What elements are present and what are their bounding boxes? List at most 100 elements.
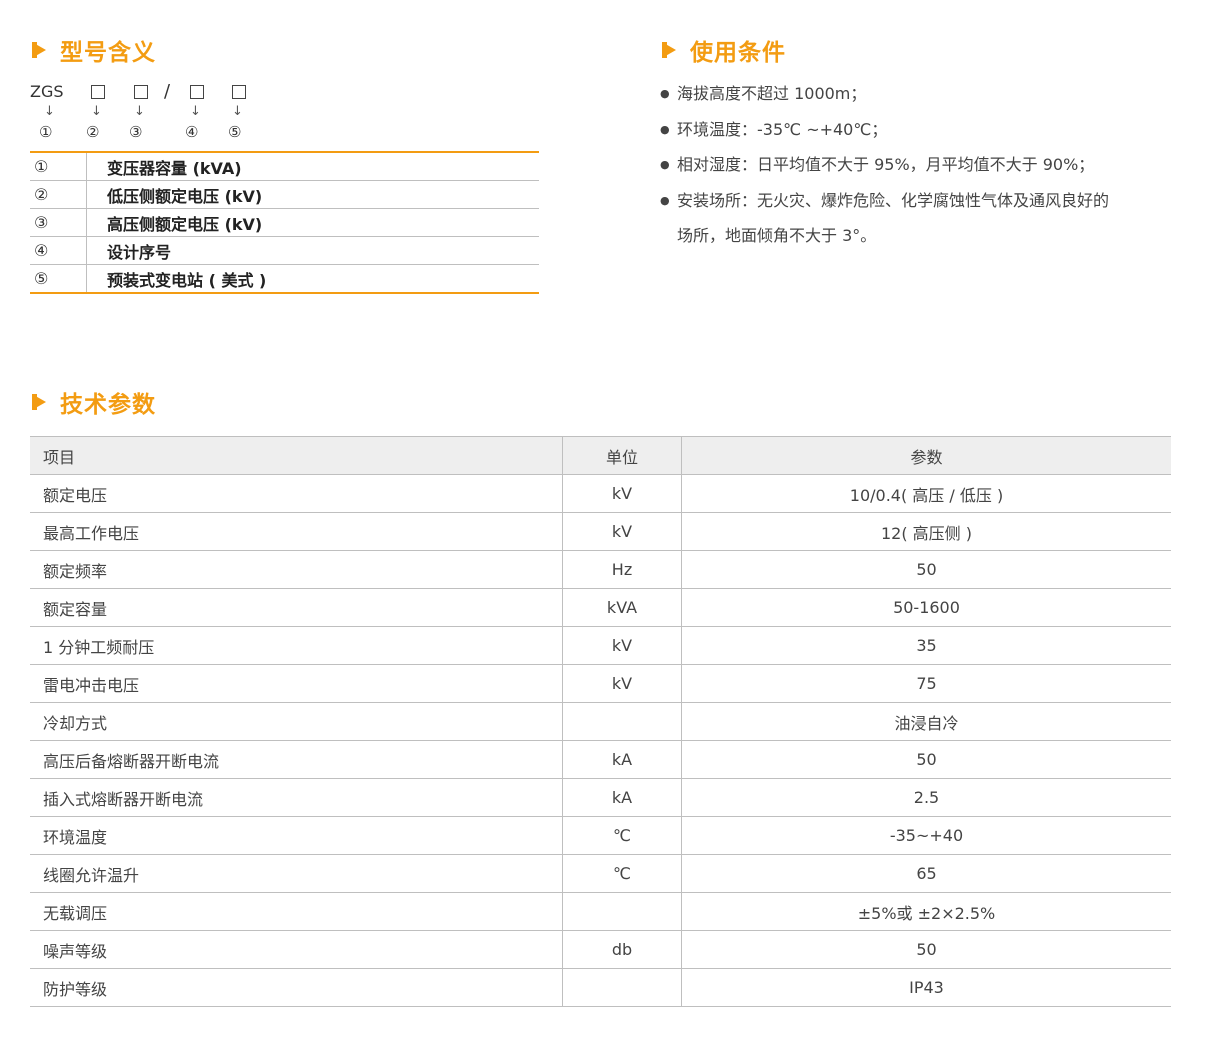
column-header-value: 参数 [681,436,1171,475]
table-row: ① 变压器容量 (kVA) [30,152,539,181]
condition-text: 环境温度：-35℃ ~+40℃； [677,119,888,139]
section-title-usage-conditions: 使用条件 [662,33,786,67]
param-item-cell: 额定频率 [30,550,563,589]
model-table-number: ④ [30,236,87,265]
condition-text: 海拔高度不超过 1000m； [677,84,867,103]
model-code-diagram: ZGS / ↓ ↓ ↓ ↓ ↓ ① ② ③ ④ ⑤ [30,81,290,146]
table-row: ④ 设计序号 [30,236,539,265]
param-value-cell: 65 [681,854,1171,893]
column-header-unit: 单位 [562,436,682,475]
section-title-text: 型号含义 [60,40,156,66]
param-value-cell: ±5%或 ±2×2.5% [681,892,1171,931]
list-item: 相对湿度：日平均值不大于 95%，月平均值不大于 90%； [660,147,1180,183]
param-value-cell: IP43 [681,968,1171,1007]
model-table-text: 高压侧额定电压 (kV) [86,208,539,237]
condition-text: 安装场所：无火灾、爆炸危险、化学腐蚀性气体及通风良好的 [677,190,1110,210]
list-item: 海拔高度不超过 1000m； [660,76,1180,112]
param-value-cell: 35 [681,626,1171,665]
model-code-number: ⑤ [228,123,242,141]
param-value-cell: -35~+40 [681,816,1171,855]
param-item-cell: 最高工作电压 [30,512,563,551]
section-title-text: 使用条件 [690,40,786,66]
model-meaning-table: ① 变压器容量 (kVA) ② 低压侧额定电压 (kV) ③ 高压侧额定电压 (… [30,151,539,294]
param-value-cell: 50-1600 [681,588,1171,627]
param-unit-cell [562,968,682,1007]
section-title-model-meaning: 型号含义 [32,33,156,67]
table-row: 防护等级 IP43 [30,968,1171,1007]
param-item-cell: 防护等级 [30,968,563,1007]
model-code-slash: / [164,81,171,102]
param-item-cell: 线圈允许温升 [30,854,563,893]
param-value-cell: 油浸自冷 [681,702,1171,741]
param-value-cell: 50 [681,740,1171,779]
condition-text-continued: 场所，地面倾角不大于 3°。 [677,226,877,245]
param-unit-cell: Hz [562,550,682,589]
table-row: ② 低压侧额定电压 (kV) [30,180,539,209]
usage-conditions-list: 海拔高度不超过 1000m； 环境温度：-35℃ ~+40℃； 相对湿度：日平均… [660,76,1180,254]
param-item-cell: 额定容量 [30,588,563,627]
model-table-text: 变压器容量 (kVA) [86,152,539,181]
param-item-cell: 雷电冲击电压 [30,664,563,703]
param-item-cell: 噪声等级 [30,930,563,969]
param-value-cell: 50 [681,550,1171,589]
triangle-marker-icon [32,42,46,58]
down-arrow-icon: ↓ [232,104,243,119]
table-row: 额定容量 kVA 50-1600 [30,588,1171,627]
param-unit-cell: kVA [562,588,682,627]
table-row: 最高工作电压 kV 12( 高压侧 ) [30,512,1171,551]
param-value-cell: 50 [681,930,1171,969]
condition-text: 相对湿度：日平均值不大于 95%，月平均值不大于 90%； [677,155,1095,174]
param-unit-cell: db [562,930,682,969]
table-row: ⑤ 预装式变电站 ( 美式 ) [30,264,539,293]
section-title-tech-params: 技术参数 [32,385,156,419]
param-value-cell: 10/0.4( 高压 / 低压 ) [681,474,1171,513]
param-item-cell: 插入式熔断器开断电流 [30,778,563,817]
table-row: 额定频率 Hz 50 [30,550,1171,589]
table-row: 无载调压 ±5%或 ±2×2.5% [30,892,1171,931]
param-unit-cell [562,892,682,931]
param-item-cell: 无载调压 [30,892,563,931]
list-item: 环境温度：-35℃ ~+40℃； [660,112,1180,148]
tech-params-table: 项目 单位 参数 额定电压 kV 10/0.4( 高压 / 低压 ) 最高工作电压 kV… [30,436,1171,1007]
param-item-cell: 冷却方式 [30,702,563,741]
param-item-cell: 环境温度 [30,816,563,855]
triangle-marker-icon [662,42,676,58]
table-row: 高压后备熔断器开断电流 kA 50 [30,740,1171,779]
table-row: 噪声等级 db 50 [30,930,1171,969]
table-row: 额定电压 kV 10/0.4( 高压 / 低压 ) [30,474,1171,513]
param-unit-cell: kV [562,512,682,551]
section-title-text: 技术参数 [60,392,156,418]
down-arrow-icon: ↓ [44,104,55,119]
model-code-number: ④ [185,123,199,141]
model-table-number: ① [30,152,87,181]
param-unit-cell: kV [562,626,682,665]
placeholder-box-icon [190,85,204,99]
model-code-prefix: ZGS [30,82,64,101]
model-table-text: 预装式变电站 ( 美式 ) [107,270,267,290]
param-unit-cell [562,702,682,741]
model-code-number: ① [39,123,53,141]
down-arrow-icon: ↓ [91,104,102,119]
placeholder-box-icon [232,85,246,99]
model-code-number: ② [86,123,100,141]
param-item-cell: 额定电压 [30,474,563,513]
param-unit-cell: kA [562,740,682,779]
table-row: 插入式熔断器开断电流 kA 2.5 [30,778,1171,817]
model-table-number: ⑤ [30,264,87,293]
table-row: 冷却方式 油浸自冷 [30,702,1171,741]
model-table-number: ② [30,180,87,209]
model-table-text: 设计序号 [86,236,539,265]
list-item: 安装场所：无火灾、爆炸危险、化学腐蚀性气体及通风良好的 场所，地面倾角不大于 3… [660,183,1180,254]
param-value-cell: 75 [681,664,1171,703]
down-arrow-icon: ↓ [190,104,201,119]
param-item-cell: 高压后备熔断器开断电流 [30,740,563,779]
param-value-cell: 12( 高压侧 ) [681,512,1171,551]
param-unit-cell: ℃ [562,816,682,855]
table-row: 线圈允许温升 ℃ 65 [30,854,1171,893]
triangle-marker-icon [32,394,46,410]
param-unit-cell: kA [562,778,682,817]
table-row: 环境温度 ℃ -35~+40 [30,816,1171,855]
down-arrow-icon: ↓ [134,104,145,119]
table-header-row: 项目 单位 参数 [30,436,1171,475]
column-header-item: 项目 [30,436,563,475]
